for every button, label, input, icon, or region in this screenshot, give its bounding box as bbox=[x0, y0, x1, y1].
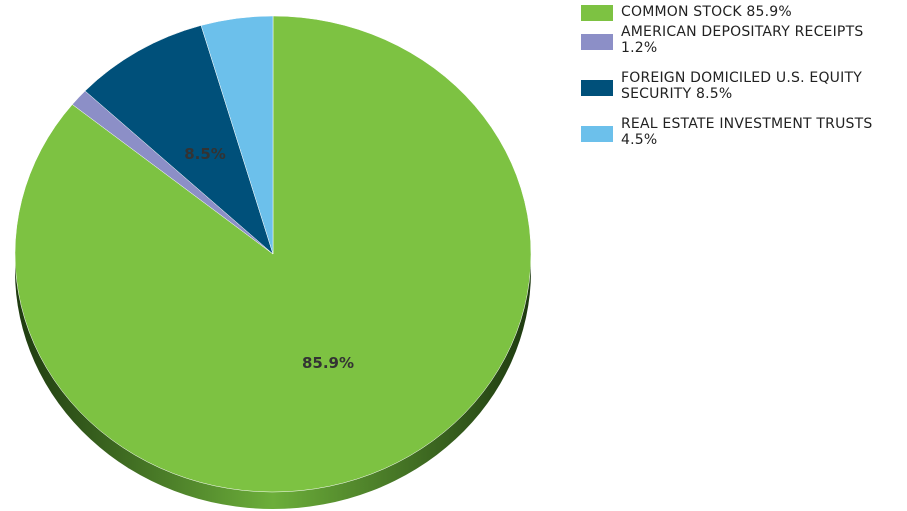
legend-label: AMERICAN DEPOSITARY RECEIPTS bbox=[621, 24, 864, 40]
legend-item-american-depositary: AMERICAN DEPOSITARY RECEIPTS 1.2% bbox=[581, 24, 907, 70]
legend-swatch-real-estate bbox=[581, 126, 613, 142]
legend-label-line2: 4.5% bbox=[621, 132, 658, 148]
pie-slice-foreign-domiciled-u-s-equity-security bbox=[84, 25, 274, 255]
pie-slice-common-stock bbox=[14, 15, 532, 493]
legend-swatch-american-depositary bbox=[581, 34, 613, 50]
legend-label: REAL ESTATE INVESTMENT TRUSTS bbox=[621, 116, 873, 132]
legend-label-line2: 1.2% bbox=[621, 40, 658, 56]
chart-legend: COMMON STOCK 85.9% AMERICAN DEPOSITARY R… bbox=[581, 4, 907, 156]
legend-label-line2: SECURITY 8.5% bbox=[621, 86, 733, 102]
legend-swatch-foreign-domiciled bbox=[581, 80, 613, 96]
legend-swatch-common-stock bbox=[581, 5, 613, 21]
legend-item-foreign-domiciled: FOREIGN DOMICILED U.S. EQUITY SECURITY 8… bbox=[581, 70, 907, 116]
legend-item-real-estate: REAL ESTATE INVESTMENT TRUSTS 4.5% bbox=[581, 116, 907, 156]
pie-slice-real-estate-investment-trusts bbox=[200, 15, 274, 255]
data-label-foreign-domiciled: 8.5% bbox=[184, 145, 226, 163]
legend-item-common-stock: COMMON STOCK 85.9% bbox=[581, 4, 907, 24]
data-label-common-stock: 85.9% bbox=[302, 354, 354, 372]
legend-label: FOREIGN DOMICILED U.S. EQUITY bbox=[621, 70, 862, 86]
legend-label: COMMON STOCK 85.9% bbox=[621, 4, 792, 20]
